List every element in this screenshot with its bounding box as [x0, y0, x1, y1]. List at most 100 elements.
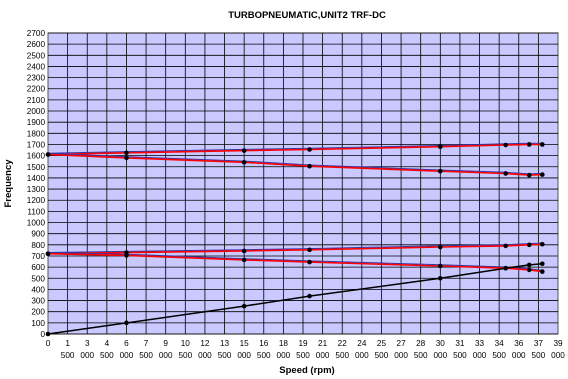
x-tick-label-2: 500 — [61, 351, 75, 360]
x-tick-label-2: 500 — [492, 351, 506, 360]
x-tick-label: 9 — [163, 339, 168, 348]
x-tick-label-2: 000 — [277, 351, 291, 360]
data-point — [540, 269, 545, 274]
y-tick-label: 600 — [31, 263, 45, 272]
y-tick-label: 1900 — [27, 118, 46, 127]
x-axis-label: Speed (rpm) — [279, 365, 334, 376]
y-tick-label: 1600 — [27, 152, 46, 161]
data-point — [45, 331, 51, 337]
y-tick-label: 1500 — [27, 163, 46, 172]
data-point — [241, 257, 247, 263]
x-tick-label-2: 500 — [139, 351, 153, 360]
x-tick-label: 25 — [377, 339, 387, 348]
y-tick-label: 2400 — [27, 62, 46, 71]
y-tick-label: 1700 — [27, 140, 46, 149]
y-axis-label: Frequency — [3, 159, 14, 208]
data-point — [307, 163, 312, 169]
data-point — [307, 293, 312, 299]
x-tick-label-2: 000 — [80, 351, 94, 360]
series-trace-0 — [47, 142, 543, 154]
x-tick-label: 0 — [46, 339, 51, 348]
series-line-3 — [47, 252, 543, 273]
x-tick-label: 21 — [318, 339, 328, 348]
x-tick-label: 15 — [240, 339, 250, 348]
chart-title: TURBOPNEUMATIC,UNIT2 TRF-DC — [228, 10, 386, 21]
x-tick-label-2: 500 — [375, 351, 389, 360]
data-point — [307, 247, 312, 253]
x-tick-label: 34 — [495, 339, 505, 348]
y-tick-label: 2200 — [27, 85, 46, 94]
data-point — [438, 263, 443, 269]
x-tick-label-2: 000 — [433, 351, 447, 360]
data-point — [526, 267, 532, 273]
x-tick-label-2: 500 — [218, 351, 232, 360]
y-tick-label: 400 — [31, 285, 45, 294]
data-point — [503, 265, 508, 271]
y-tick-label: 1400 — [27, 174, 46, 183]
y-tick-label: 800 — [31, 241, 45, 250]
x-tick-labels: 0 1 500 3 000 4 500 6 000 7 500 9 000 10 500 12 000 13 500… — [46, 339, 566, 360]
y-tick-label: 200 — [31, 308, 45, 317]
y-tick-label: 1300 — [27, 185, 46, 194]
y-tick-label: 2100 — [27, 96, 46, 105]
y-tick-label: 0 — [40, 330, 45, 339]
data-point — [540, 142, 545, 147]
data-point — [503, 142, 508, 148]
data-point — [438, 168, 443, 174]
series-line-0 — [47, 143, 543, 156]
y-tick-label: 2500 — [27, 51, 46, 60]
x-tick-label: 12 — [200, 339, 210, 348]
x-tick-label-2: 500 — [296, 351, 310, 360]
x-tick-label: 6 — [124, 339, 129, 348]
x-tick-label: 28 — [416, 339, 426, 348]
y-tick-label: 1100 — [27, 207, 45, 216]
x-tick-label-2: 500 — [178, 351, 192, 360]
y-tick-label: 700 — [31, 252, 45, 261]
x-tick-label-2: 000 — [473, 351, 487, 360]
data-point — [45, 152, 51, 157]
x-tick-label-2: 500 — [414, 351, 428, 360]
x-tick-label: 13 — [220, 339, 230, 348]
data-point — [307, 259, 312, 265]
x-tick-label: 37 — [534, 339, 544, 348]
series-line-1 — [47, 153, 543, 176]
y-tick-label: 100 — [31, 319, 45, 328]
series-trace-2 — [47, 242, 543, 253]
data-point — [124, 155, 129, 161]
x-tick-label-2: 000 — [551, 351, 565, 360]
x-tick-label: 18 — [279, 339, 289, 348]
x-tick-label-2: 500 — [257, 351, 271, 360]
data-point — [241, 148, 247, 153]
x-tick-label: 16 — [259, 339, 269, 348]
x-tick-label: 36 — [514, 339, 524, 348]
y-tick-label: 1800 — [27, 129, 46, 138]
x-tick-label: 1 — [65, 339, 70, 348]
y-tick-label: 300 — [31, 297, 45, 306]
x-tick-label: 31 — [455, 339, 465, 348]
y-tick-label: 1200 — [27, 196, 46, 205]
x-tick-label: 30 — [436, 339, 446, 348]
x-tick-label: 7 — [144, 339, 149, 348]
x-tick-label: 33 — [475, 339, 485, 348]
data-point — [241, 248, 247, 254]
x-tick-label-2: 000 — [120, 351, 134, 360]
y-tick-label: 2600 — [27, 40, 46, 49]
x-tick-label-2: 000 — [355, 351, 369, 360]
y-tick-labels: 0 100 200 300 400 500 600 700 800 900 1000 1100 1200… — [27, 29, 46, 339]
data-point — [503, 243, 508, 249]
data-point — [438, 275, 443, 281]
data-point — [438, 144, 443, 150]
series-line-4 — [47, 263, 543, 335]
data-point — [45, 251, 51, 257]
x-tick-label-2: 500 — [335, 351, 349, 360]
x-tick-label: 22 — [338, 339, 348, 348]
x-tick-label-2: 000 — [198, 351, 212, 360]
data-point — [438, 244, 443, 250]
y-tick-label: 1000 — [27, 219, 46, 228]
data-point — [241, 303, 247, 309]
data-point — [540, 172, 545, 177]
y-tick-label: 900 — [31, 230, 45, 239]
series-trace-1 — [47, 152, 543, 175]
x-tick-label: 39 — [553, 339, 563, 348]
